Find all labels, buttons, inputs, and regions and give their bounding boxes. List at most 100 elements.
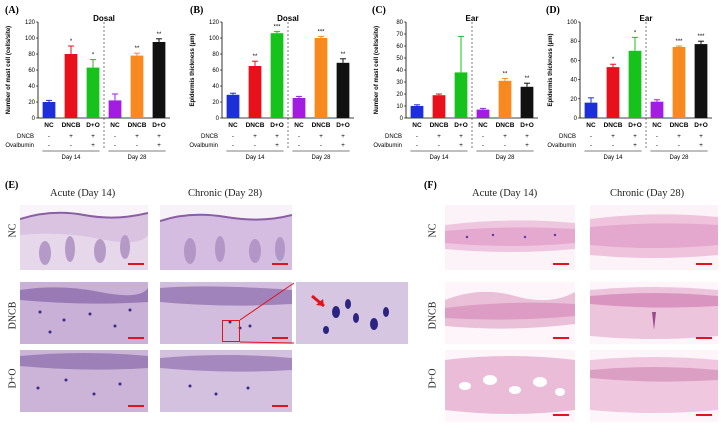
f-row-label-do: D+O xyxy=(427,368,439,389)
significance-label: *** xyxy=(317,29,325,35)
chart-title: Dosal xyxy=(277,14,299,23)
y-tick-label: 0 xyxy=(32,116,36,122)
significance-label: * xyxy=(92,53,95,59)
row-label-ovalbumin: Ovalbumin xyxy=(189,143,218,149)
y-tick-label: 0 xyxy=(400,116,404,122)
y-tick-label: 30 xyxy=(396,80,403,86)
e-row-label-dncb: DNCB xyxy=(7,301,19,330)
ovalbumin-sign: + xyxy=(633,142,637,149)
significance-label: ** xyxy=(525,76,530,82)
bar xyxy=(520,86,534,118)
bar xyxy=(410,106,424,118)
e-do-acute-image xyxy=(20,350,148,412)
y-tick-label: 0 xyxy=(574,116,578,122)
y-tick-label: 50 xyxy=(396,56,403,62)
f-row-label-nc: NC xyxy=(427,223,439,238)
bar xyxy=(694,44,708,118)
x-tick-label: D+O xyxy=(520,122,534,129)
ovalbumin-sign: + xyxy=(91,142,95,149)
e-dncb-acute-image xyxy=(20,282,148,344)
ovalbumin-sign: - xyxy=(48,142,50,149)
dncb-sign: + xyxy=(503,133,507,140)
chart-c: Ear Number of mast cell (cells/site) 0 10 20… xyxy=(368,14,546,166)
group-label-day28: Day 28 xyxy=(127,155,147,161)
y-tick-label: 40 xyxy=(212,84,219,90)
e-dncb-chronic-image xyxy=(160,282,292,344)
y-tick-label: 20 xyxy=(570,97,577,103)
f-nc-acute-image xyxy=(445,205,575,270)
dncb-sign: - xyxy=(590,133,592,140)
x-tick-label: NC xyxy=(652,122,662,129)
ovalbumin-sign: - xyxy=(254,142,256,149)
scale-bar xyxy=(553,263,569,265)
x-tick-label: NC xyxy=(228,122,238,129)
x-tick-label: DNCB xyxy=(604,122,623,129)
row-label-dncb: DNCB xyxy=(201,134,218,140)
significance-label: *** xyxy=(273,25,281,31)
e-chronic-title: Chronic (Day 28) xyxy=(188,188,263,199)
x-tick-label: D+O xyxy=(270,122,284,129)
row-label-dncb: DNCB xyxy=(17,134,34,140)
significance-label: ** xyxy=(341,52,346,58)
ovalbumin-sign: - xyxy=(612,142,614,149)
e-nc-acute-image xyxy=(20,205,148,270)
panel-label-f: (F) xyxy=(424,180,437,191)
y-axis-label: Epidermis thickness (μm) xyxy=(190,33,196,106)
ovalbumin-sign: - xyxy=(504,142,506,149)
x-tick-label: DNCB xyxy=(496,122,515,129)
scale-bar xyxy=(128,337,144,339)
ovalbumin-sign: - xyxy=(482,142,484,149)
scale-bar xyxy=(272,263,288,265)
bar xyxy=(314,38,328,118)
panel-label-e: (E) xyxy=(5,180,19,191)
f-dncb-chronic-image xyxy=(590,282,718,344)
f-do-acute-image xyxy=(445,350,575,422)
panel-label-b: (B) xyxy=(190,5,204,16)
chart-title: Ear xyxy=(640,14,653,23)
x-tick-label: D+O xyxy=(694,122,708,129)
y-tick-label: 60 xyxy=(212,68,219,74)
f-dncb-acute-image xyxy=(445,282,575,344)
bar xyxy=(292,98,306,118)
dncb-sign: - xyxy=(416,133,418,140)
dncb-sign: - xyxy=(232,133,234,140)
e-acute-title: Acute (Day 14) xyxy=(50,188,116,199)
dncb-sign: + xyxy=(611,133,615,140)
ovalbumin-sign: + xyxy=(341,142,345,149)
scale-bar xyxy=(696,337,712,339)
ovalbumin-sign: + xyxy=(459,142,463,149)
significance-label: ** xyxy=(503,71,508,77)
y-tick-label: 0 xyxy=(216,116,220,122)
zoom-connector-lines xyxy=(240,282,295,344)
f-nc-chronic-image xyxy=(590,205,718,270)
dncb-sign: + xyxy=(253,133,257,140)
ovalbumin-sign: - xyxy=(114,142,116,149)
y-tick-label: 120 xyxy=(25,20,36,26)
bar xyxy=(432,95,446,118)
bar xyxy=(64,54,78,118)
dncb-sign: + xyxy=(157,133,161,140)
y-axis-label: Epidermis thickness (μm) xyxy=(548,33,554,106)
scale-bar xyxy=(128,263,144,265)
group-label-day28: Day 28 xyxy=(311,155,331,161)
bar xyxy=(606,67,620,118)
group-label-day28: Day 28 xyxy=(495,155,515,161)
e-row-label-do: D+O xyxy=(7,368,19,389)
y-tick-label: 80 xyxy=(28,52,35,58)
y-tick-label: 100 xyxy=(25,36,36,42)
significance-label: ** xyxy=(157,32,162,38)
y-tick-label: 80 xyxy=(396,20,403,26)
dncb-sign: + xyxy=(135,133,139,140)
dncb-sign: + xyxy=(525,133,529,140)
y-tick-label: 40 xyxy=(396,68,403,74)
ovalbumin-sign: + xyxy=(275,142,279,149)
x-tick-label: DNCB xyxy=(670,122,689,129)
x-tick-label: DNCB xyxy=(62,122,81,129)
group-label-day14: Day 14 xyxy=(429,155,449,161)
significance-label: *** xyxy=(697,34,705,40)
row-label-ovalbumin: Ovalbumin xyxy=(5,143,34,149)
significance-label: ** xyxy=(253,54,258,60)
scale-bar xyxy=(553,337,569,339)
bar xyxy=(336,62,350,118)
chart-title: Dosal xyxy=(93,14,115,23)
